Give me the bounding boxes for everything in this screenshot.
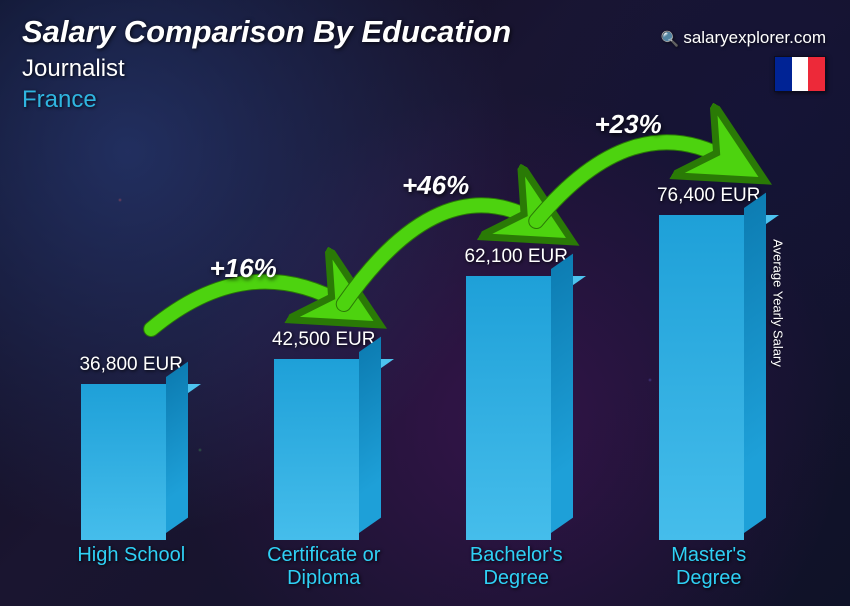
chart-country: France bbox=[22, 86, 97, 114]
categories-row: High SchoolCertificate orDiplomaBachelor… bbox=[35, 544, 805, 590]
category-label: Bachelor'sDegree bbox=[420, 544, 613, 590]
category-label: Master'sDegree bbox=[613, 544, 806, 590]
arrow-icon bbox=[35, 150, 805, 550]
brand-watermark: 🔍 salaryexplorer.com bbox=[661, 28, 826, 48]
chart-subtitle: Journalist bbox=[22, 55, 125, 83]
chart-title: Salary Comparison By Education bbox=[22, 14, 511, 50]
bar-chart: 36,800 EUR42,500 EUR62,100 EUR76,400 EUR… bbox=[35, 150, 805, 590]
category-label: Certificate orDiploma bbox=[228, 544, 421, 590]
increment-label: +23% bbox=[595, 109, 662, 140]
country-flag bbox=[774, 56, 826, 92]
category-label: High School bbox=[35, 544, 228, 590]
chart-container: Salary Comparison By Education Journalis… bbox=[0, 0, 850, 606]
search-icon: 🔍 bbox=[661, 30, 680, 48]
brand-text: salaryexplorer.com bbox=[683, 28, 826, 48]
